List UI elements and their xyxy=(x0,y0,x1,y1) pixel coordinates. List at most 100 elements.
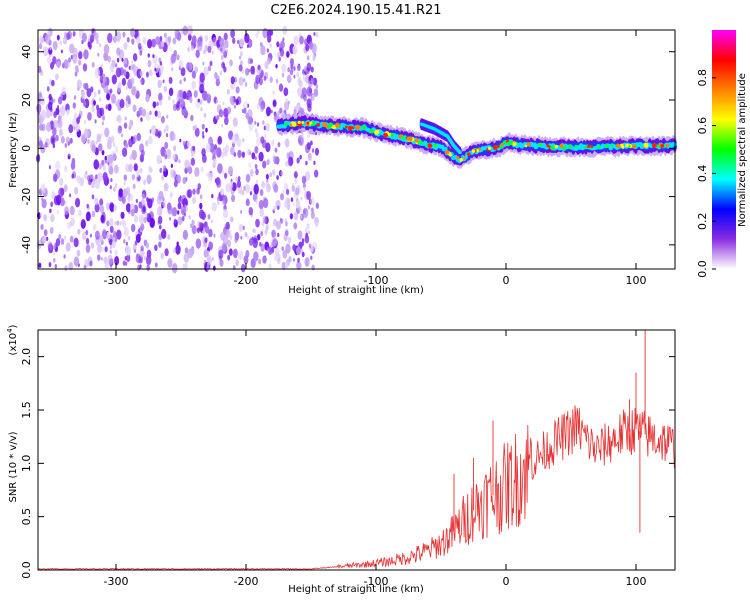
noise-speckle xyxy=(224,40,229,49)
noise-speckle xyxy=(179,138,182,143)
noise-speckle xyxy=(207,257,212,265)
noise-speckle xyxy=(197,41,203,52)
noise-speckle xyxy=(104,262,109,270)
colorbar-tick-label: 0.2 xyxy=(696,212,709,230)
noise-speckle xyxy=(183,252,190,264)
noise-speckle xyxy=(232,248,238,259)
noise-speckle xyxy=(281,63,287,73)
noise-speckle xyxy=(73,126,76,131)
noise-speckle xyxy=(273,155,278,165)
noise-speckle xyxy=(76,249,81,257)
noise-speckle xyxy=(40,96,46,106)
noise-speckle xyxy=(65,136,70,144)
noise-speckle xyxy=(162,79,165,84)
noise-speckle xyxy=(93,91,97,98)
noise-speckle xyxy=(161,228,167,240)
noise-speckle xyxy=(249,188,252,192)
noise-speckle xyxy=(129,119,134,127)
noise-speckle xyxy=(176,54,180,61)
noise-speckle xyxy=(130,223,136,233)
noise-speckle xyxy=(292,244,296,251)
noise-speckle xyxy=(265,106,271,117)
noise-speckle xyxy=(41,198,47,209)
noise-speckle xyxy=(163,182,169,192)
noise-speckle xyxy=(53,244,56,250)
noise-speckle xyxy=(63,184,68,192)
noise-speckle xyxy=(179,79,182,85)
noise-speckle xyxy=(94,178,101,189)
noise-speckle xyxy=(123,181,126,186)
signal-peak xyxy=(597,145,601,149)
noise-speckle xyxy=(53,257,56,263)
snr-y-scale-prefix: (x10 xyxy=(8,333,19,356)
noise-speckle xyxy=(277,52,281,59)
noise-speckle xyxy=(86,203,89,209)
noise-speckle xyxy=(200,89,203,94)
noise-speckle xyxy=(129,154,133,161)
noise-speckle xyxy=(269,172,273,178)
noise-speckle xyxy=(42,235,47,244)
signal-peak xyxy=(334,122,340,128)
noise-speckle xyxy=(289,213,294,220)
noise-speckle xyxy=(215,74,220,83)
signal-peak xyxy=(471,149,476,153)
noise-speckle xyxy=(302,208,307,215)
noise-speckle xyxy=(42,46,48,56)
noise-speckle xyxy=(182,176,187,185)
noise-speckle xyxy=(95,174,98,180)
noise-speckle xyxy=(297,262,302,270)
noise-speckle xyxy=(156,154,162,165)
signal-peak xyxy=(344,125,348,129)
noise-speckle xyxy=(54,263,58,269)
noise-speckle xyxy=(184,109,189,118)
noise-speckle xyxy=(173,247,177,254)
signal-peak xyxy=(297,120,301,124)
spectrogram-x-tick-label: 100 xyxy=(626,274,647,287)
noise-speckle xyxy=(221,242,227,253)
noise-speckle xyxy=(221,152,225,159)
noise-speckle xyxy=(161,205,164,209)
noise-speckle xyxy=(188,215,191,220)
noise-speckle xyxy=(235,86,240,94)
noise-speckle xyxy=(206,265,210,271)
noise-speckle xyxy=(59,40,63,46)
spectrogram-heatmap xyxy=(35,25,320,274)
noise-speckle xyxy=(131,60,134,64)
noise-speckle xyxy=(297,87,303,97)
noise-speckle xyxy=(170,163,174,169)
noise-speckle xyxy=(172,133,177,141)
noise-speckle xyxy=(265,142,271,153)
noise-speckle xyxy=(101,150,105,156)
noise-speckle xyxy=(106,231,111,239)
noise-speckle xyxy=(191,219,195,226)
noise-speckle xyxy=(73,95,77,100)
noise-speckle xyxy=(216,114,220,120)
noise-speckle xyxy=(299,35,304,45)
noise-speckle xyxy=(225,144,230,152)
signal-peak xyxy=(590,144,594,148)
noise-speckle xyxy=(220,232,225,241)
noise-speckle xyxy=(49,46,52,51)
noise-speckle xyxy=(77,86,80,92)
noise-speckle xyxy=(260,104,264,113)
noise-speckle xyxy=(90,86,94,93)
noise-speckle xyxy=(152,54,155,59)
noise-speckle xyxy=(258,77,264,86)
noise-speckle xyxy=(60,136,65,144)
noise-speckle xyxy=(102,171,108,182)
noise-speckle xyxy=(90,242,95,249)
noise-speckle xyxy=(141,107,144,112)
signal-peak xyxy=(316,123,321,127)
noise-speckle xyxy=(258,151,264,162)
noise-speckle xyxy=(115,31,122,42)
noise-speckle xyxy=(300,248,304,254)
noise-speckle xyxy=(68,262,74,271)
noise-speckle xyxy=(210,219,213,224)
noise-speckle xyxy=(251,152,256,160)
noise-speckle xyxy=(255,132,259,138)
noise-speckle xyxy=(172,153,176,160)
signal-peak xyxy=(660,144,665,148)
snr-x-tick-label: 0 xyxy=(503,575,510,588)
noise-speckle xyxy=(100,132,104,137)
noise-speckle xyxy=(207,45,212,54)
